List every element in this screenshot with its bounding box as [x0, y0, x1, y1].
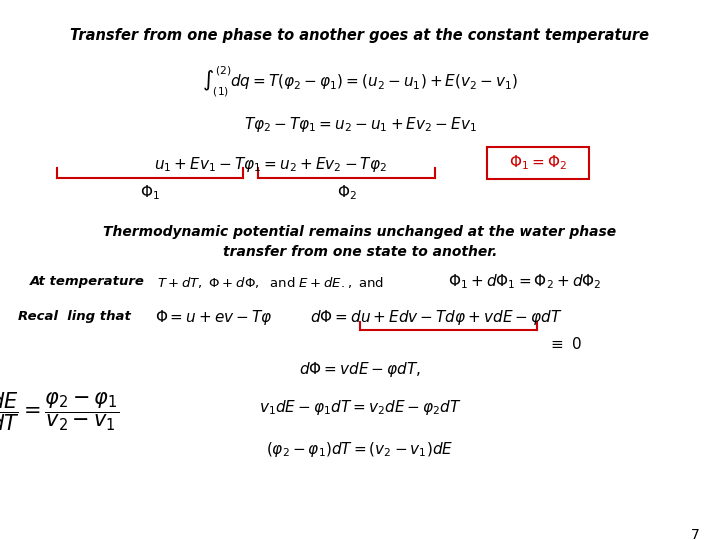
- Text: $\dfrac{dE}{dT} = \dfrac{\varphi_2 - \varphi_1}{v_2 - v_1}$: $\dfrac{dE}{dT} = \dfrac{\varphi_2 - \va…: [0, 390, 120, 433]
- Text: $\Phi_1$: $\Phi_1$: [140, 183, 160, 202]
- Text: $(\varphi_2 - \varphi_1)dT = (v_2 - v_1)dE$: $(\varphi_2 - \varphi_1)dT = (v_2 - v_1)…: [266, 440, 454, 459]
- Text: $d\Phi = vdE - \varphi dT,$: $d\Phi = vdE - \varphi dT,$: [299, 360, 421, 379]
- Text: $\Phi = u + ev - T\varphi$: $\Phi = u + ev - T\varphi$: [155, 308, 272, 327]
- Text: $d\Phi = du + Edv - Td\varphi + vdE - \varphi dT$: $d\Phi = du + Edv - Td\varphi + vdE - \v…: [310, 308, 562, 327]
- Text: $\Phi_1 + d\Phi_1 = \Phi_2 + d\Phi_2$: $\Phi_1 + d\Phi_1 = \Phi_2 + d\Phi_2$: [448, 272, 602, 291]
- Text: $v_1 dE - \varphi_1 dT = v_2 dE - \varphi_2 dT$: $v_1 dE - \varphi_1 dT = v_2 dE - \varph…: [258, 398, 462, 417]
- Text: Recal  ling that: Recal ling that: [18, 310, 131, 323]
- Text: $T\varphi_2 - T\varphi_1 = u_2 - u_1 + Ev_2 - Ev_1$: $T\varphi_2 - T\varphi_1 = u_2 - u_1 + E…: [243, 115, 477, 134]
- Text: $\equiv\ 0$: $\equiv\ 0$: [548, 336, 582, 352]
- Text: At temperature: At temperature: [30, 275, 150, 288]
- Text: Transfer from one phase to another goes at the constant temperature: Transfer from one phase to another goes …: [71, 28, 649, 43]
- Text: $\int_{(1)}^{(2)} dq = T(\varphi_2 - \varphi_1) = (u_2 - u_1) + E(v_2 - v_1)$: $\int_{(1)}^{(2)} dq = T(\varphi_2 - \va…: [202, 65, 518, 99]
- Text: $u_1 + Ev_1 - T\varphi_1 = u_2 + Ev_2 - T\varphi_2$: $u_1 + Ev_1 - T\varphi_1 = u_2 + Ev_2 - …: [153, 155, 387, 174]
- Text: $\Phi_1 = \Phi_2$: $\Phi_1 = \Phi_2$: [509, 154, 567, 172]
- Text: 7: 7: [691, 528, 700, 540]
- Text: Thermodynamic potential remains unchanged at the water phase
transfer from one s: Thermodynamic potential remains unchange…: [104, 225, 616, 259]
- Text: $T+dT,\ \Phi+d\Phi,\ $ and $E+dE.,$ and: $T+dT,\ \Phi+d\Phi,\ $ and $E+dE.,$ and: [157, 275, 384, 290]
- Text: $\Phi_2$: $\Phi_2$: [336, 183, 356, 202]
